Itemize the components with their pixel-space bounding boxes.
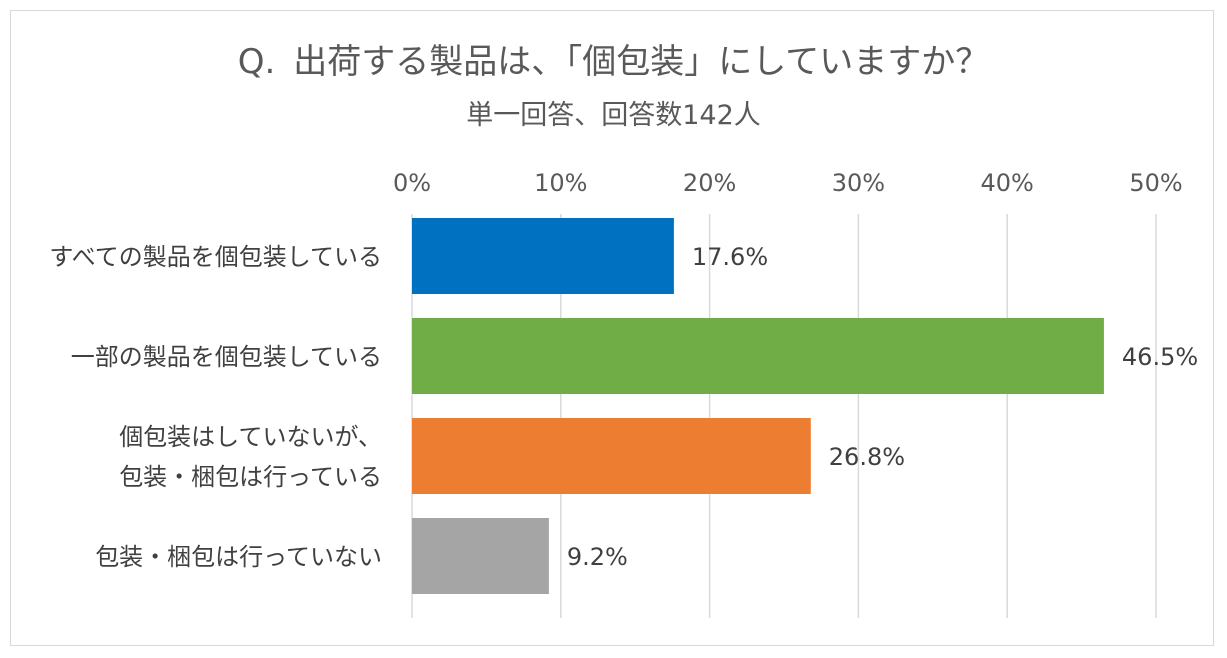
x-tick-label: 30% <box>832 169 885 197</box>
bar-value-label: 9.2% <box>567 543 628 571</box>
bar <box>412 418 811 494</box>
bar <box>412 518 549 594</box>
x-tick-label: 50% <box>1129 169 1182 197</box>
x-tick-label: 20% <box>683 169 736 197</box>
category-labels: すべての製品を個包装している一部の製品を個包装している個包装はしていないが、包装… <box>49 243 382 571</box>
bar <box>412 218 674 294</box>
x-tick-label: 40% <box>981 169 1034 197</box>
x-tick-label: 10% <box>534 169 587 197</box>
x-axis-ticks: 0% 10% 20% 30% 40% 50% <box>393 169 1183 197</box>
category-label: 包装・梱包は行っていない <box>95 543 382 571</box>
x-tick-label: 0% <box>393 169 431 197</box>
bar <box>412 318 1104 394</box>
category-label: すべての製品を個包装している <box>49 243 382 271</box>
chart-title-text: 出荷する製品は、「個包装」にしていますか？ <box>293 42 990 82</box>
bar-value-label: 26.8% <box>829 443 905 471</box>
value-labels: 17.6% 46.5% 26.8% 9.2% <box>567 243 1198 571</box>
category-label: 一部の製品を個包装している <box>71 343 382 371</box>
chart-title-prefix: Q. <box>237 42 276 82</box>
bars <box>412 218 1104 594</box>
chart-title: Q. 出荷する製品は、「個包装」にしていますか？ <box>0 40 1227 84</box>
chart-subtitle: 単一回答、回答数142人 <box>466 100 761 131</box>
category-label: 個包装はしていないが、 <box>119 423 382 451</box>
bar-value-label: 17.6% <box>692 243 768 271</box>
bar-value-label: 46.5% <box>1122 343 1198 371</box>
category-label: 包装・梱包は行っている <box>119 463 382 491</box>
